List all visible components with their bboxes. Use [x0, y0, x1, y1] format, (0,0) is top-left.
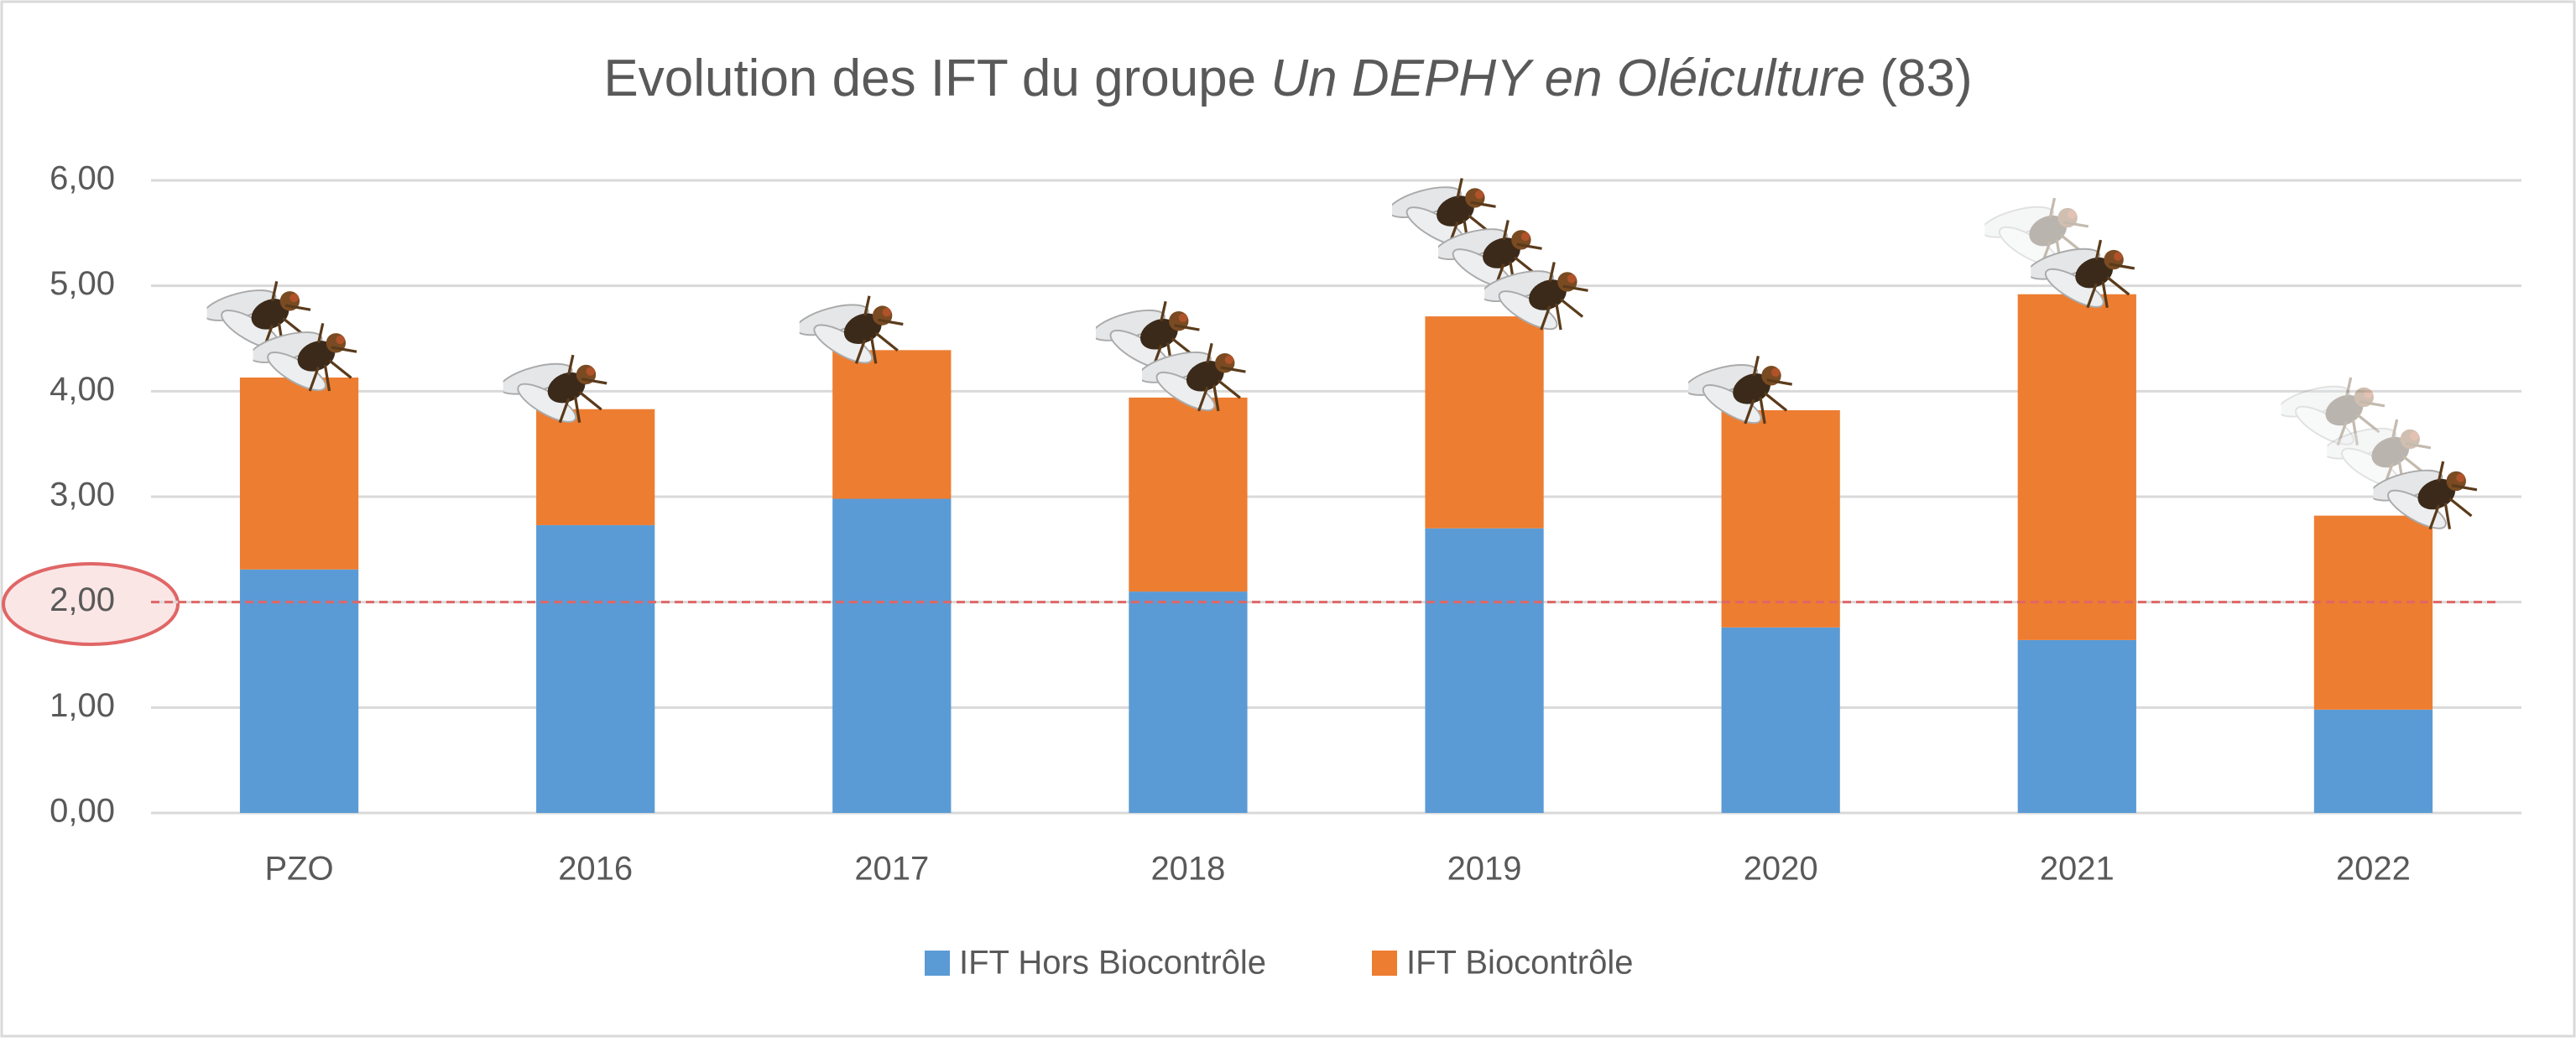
x-tick-label: 2017: [854, 851, 929, 888]
y-tick-label: 2,00: [50, 581, 115, 618]
x-tick-label: 2020: [1744, 851, 1818, 888]
y-tick-label: 5,00: [50, 265, 115, 302]
bars: [151, 294, 2497, 813]
highlight-ellipse: [2, 562, 180, 646]
x-tick-label: 2016: [558, 851, 633, 888]
x-tick-label: 2019: [1447, 851, 1522, 888]
legend-label: IFT Hors Biocontrôle: [959, 945, 1266, 982]
legend-swatch: [925, 951, 950, 976]
bar-segment: [536, 409, 655, 525]
y-tick-label: 0,00: [50, 793, 115, 830]
x-tick-label: 2018: [1150, 851, 1225, 888]
bar-segment: [2017, 294, 2136, 640]
legend-swatch: [1372, 951, 1397, 976]
y-tick-label: 3,00: [50, 477, 115, 513]
bar-segment: [2313, 515, 2433, 710]
x-tick-label: 2022: [2336, 851, 2411, 888]
y-tick-label: 4,00: [50, 371, 115, 408]
bar-segment: [1425, 528, 1544, 813]
chart-title: Evolution des IFT du groupe Un DEPHY en …: [603, 49, 1972, 107]
y-tick-label: 1,00: [50, 687, 115, 724]
bar-segment: [239, 377, 359, 570]
bar-segment: [536, 524, 655, 813]
x-tick-label: 2021: [2040, 851, 2115, 888]
legend-label: IFT Biocontrôle: [1406, 945, 1634, 982]
legend: IFT Hors Biocontrôle IFT Biocontrôle: [925, 945, 1634, 982]
bar-segment: [832, 350, 952, 499]
bar-segment: [1425, 316, 1544, 529]
bar-segment: [1129, 397, 1248, 592]
x-tick-label: PZO: [264, 851, 333, 888]
title-part: Un DEPHY en Oléiculture: [1270, 49, 1865, 107]
bar-segment: [832, 498, 952, 813]
bar-segment: [1129, 591, 1248, 813]
y-tick-label: 6,00: [50, 160, 115, 197]
title-part: (83): [1880, 49, 1972, 107]
bar-segment: [1721, 627, 1840, 813]
bar-segment: [1721, 409, 1840, 628]
labels: 0,00 1,00 2,00 3,00 4,00 5,00 6,00 PZO 2016 2017 2…: [50, 160, 2411, 888]
bar-segment: [2017, 639, 2136, 813]
bar-segment: [239, 569, 359, 813]
title-part: Evolution des IFT du groupe: [603, 49, 1256, 107]
bar-segment: [2313, 709, 2433, 813]
